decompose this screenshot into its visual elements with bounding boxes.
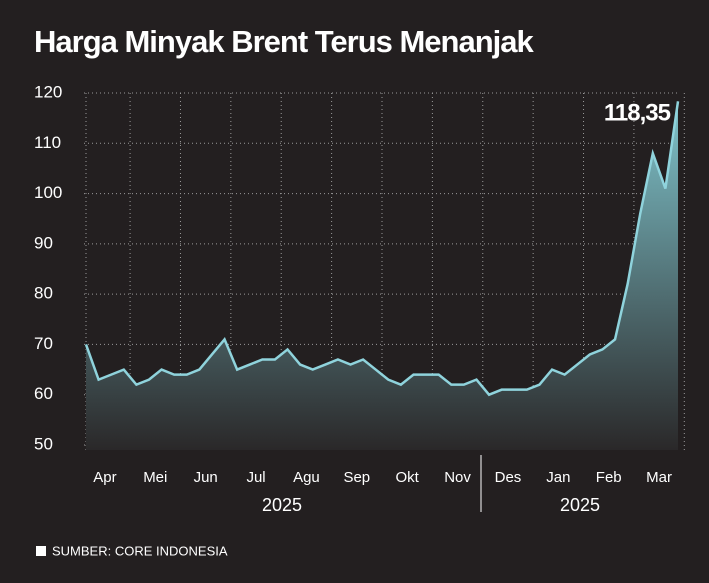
y-tick-label: 60 — [34, 384, 53, 403]
x-tick-label: Jun — [194, 469, 218, 486]
chart-title: Harga Minyak Brent Terus Menanjak — [34, 24, 535, 59]
source-icon — [36, 546, 46, 556]
x-tick-label: Sep — [343, 469, 370, 486]
y-tick-label: 100 — [34, 183, 62, 202]
y-tick-label: 90 — [34, 233, 53, 252]
y-tick-label: 80 — [34, 284, 53, 303]
year-label: 2025 — [560, 495, 600, 515]
year-label: 2025 — [262, 495, 302, 515]
x-tick-label: Nov — [444, 469, 471, 486]
x-tick-label: Mei — [143, 469, 167, 486]
x-tick-label: Des — [495, 469, 522, 486]
price-line — [84, 101, 680, 397]
y-tick-label: 70 — [34, 334, 53, 353]
y-tick-label: 50 — [34, 434, 53, 453]
y-tick-label: 120 — [34, 82, 62, 101]
value-label: 118,35 — [604, 100, 671, 127]
x-tick-label: Feb — [596, 469, 622, 486]
x-tick-label: Agu — [293, 469, 320, 486]
source: SUMBER: CORE INDONESIA — [52, 543, 228, 558]
x-tick-label: Okt — [396, 469, 420, 486]
x-tick-label: Apr — [93, 469, 116, 486]
x-tick-label: Jul — [246, 469, 265, 486]
x-tick-label: Jan — [546, 469, 570, 486]
y-tick-label: 110 — [34, 133, 61, 152]
x-tick-label: Mar — [646, 469, 672, 486]
